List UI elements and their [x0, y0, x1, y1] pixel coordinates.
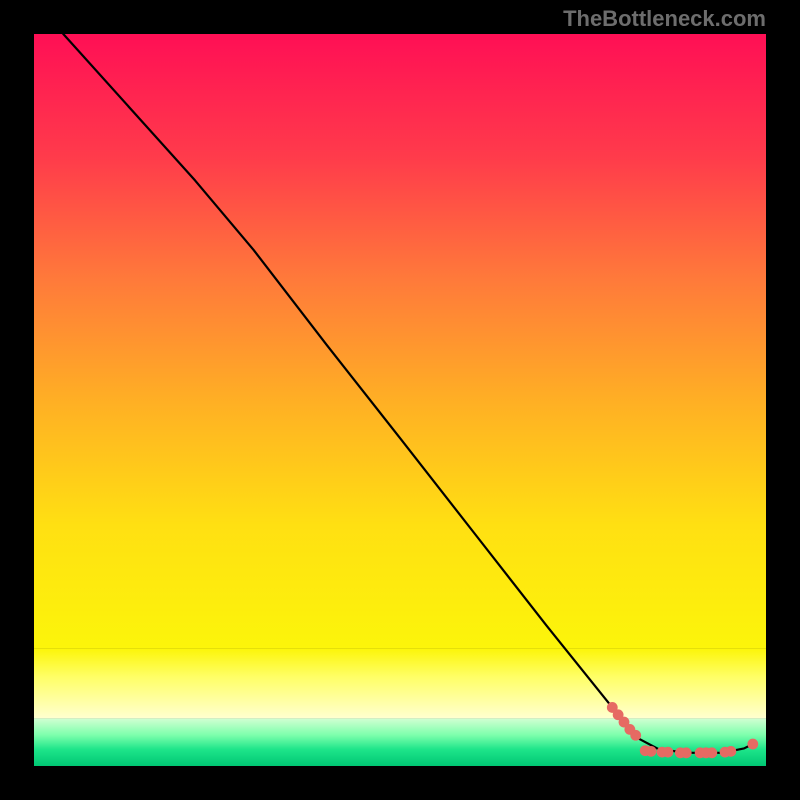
watermark-text: TheBottleneck.com: [563, 6, 766, 32]
chart-frame: TheBottleneck.com: [0, 0, 800, 800]
background-gradient: [34, 34, 766, 766]
plot-area: [34, 34, 766, 766]
plot-svg: [34, 34, 766, 766]
